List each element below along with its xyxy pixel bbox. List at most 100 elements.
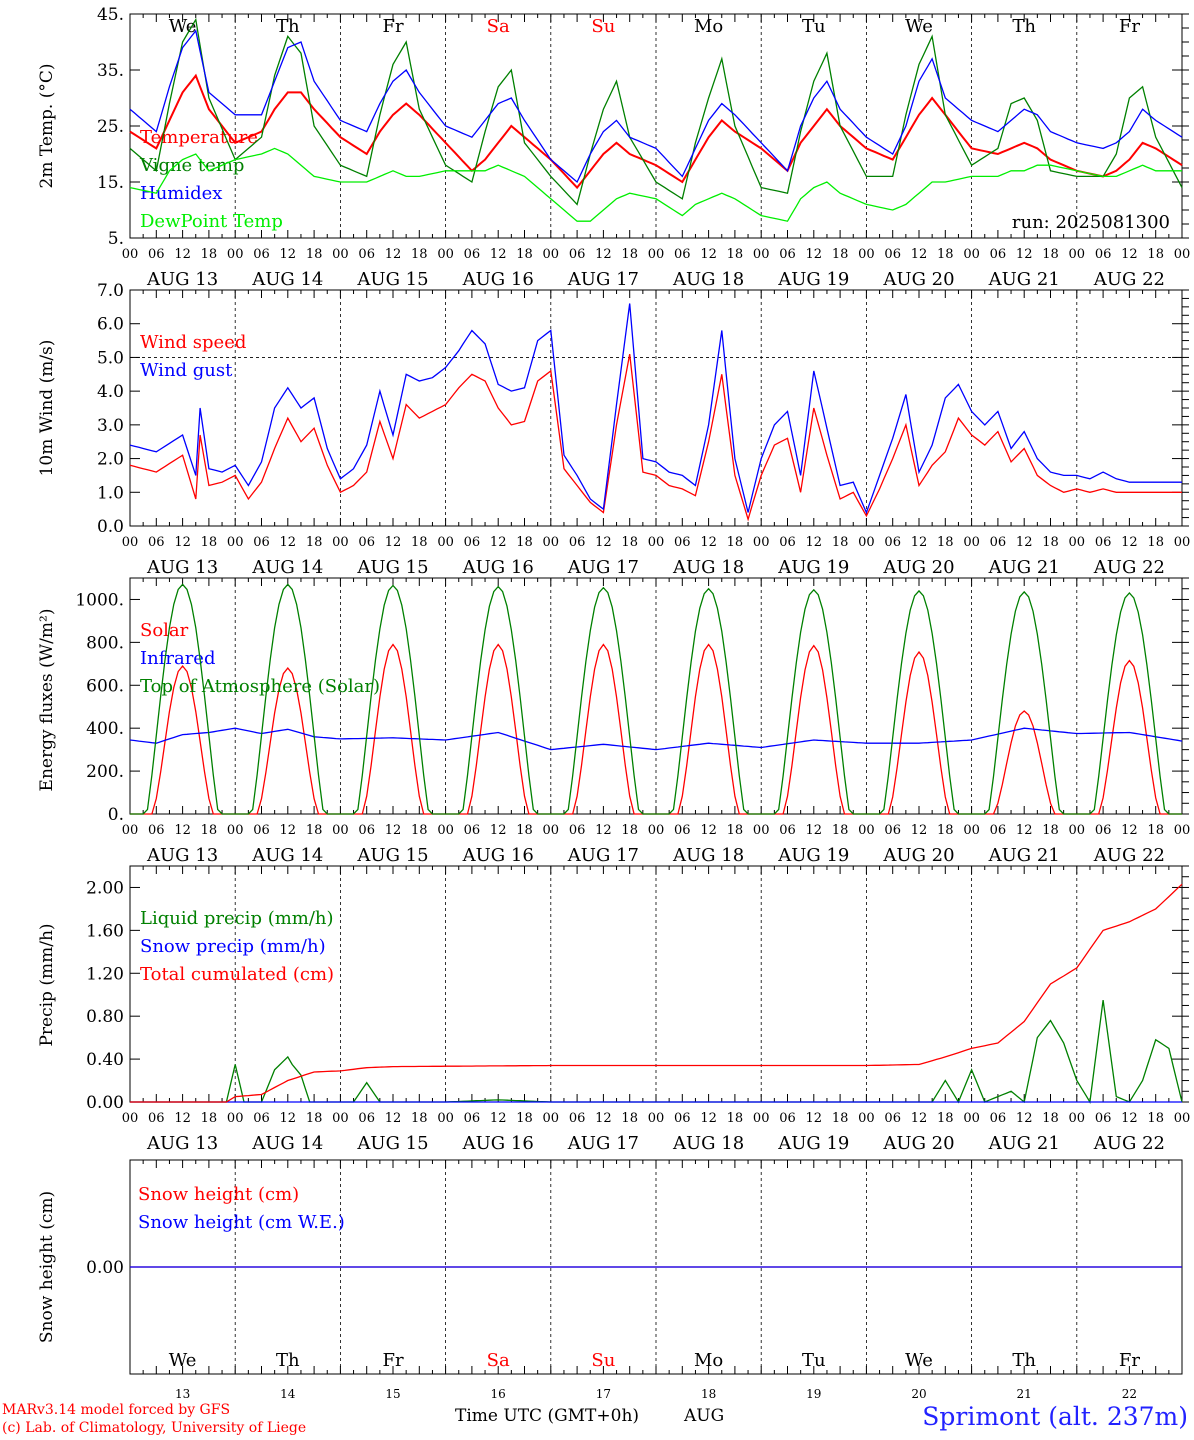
hour-label: 18: [306, 1111, 323, 1126]
hour-label: 18: [1147, 1111, 1164, 1126]
hour-label: 12: [490, 823, 507, 838]
weekday-label: We: [169, 1350, 197, 1371]
hour-label: 00: [227, 823, 244, 838]
y-axis-label: 2m Temp. (°C): [37, 63, 57, 188]
series-line-liquid-precip-mm-h: [130, 1000, 1183, 1104]
hour-label: 18: [621, 535, 638, 550]
date-label: AUG 17: [567, 845, 639, 866]
series-line-top-of-atmosphere-solar: [130, 583, 1182, 815]
hour-label: 06: [990, 1111, 1007, 1126]
day-number-label: 19: [806, 1387, 821, 1401]
hour-label: 18: [727, 823, 744, 838]
y-tick-label: 0.40: [86, 1050, 124, 1070]
hour-label: 06: [884, 535, 901, 550]
hour-label: 12: [385, 247, 402, 262]
legend-entry: Solar: [140, 620, 189, 641]
date-label: AUG 13: [146, 557, 218, 578]
hour-label: 18: [937, 247, 954, 262]
y-tick-label: 1.20: [86, 964, 124, 984]
legend-entry: Top of Atmosphere (Solar): [140, 676, 380, 697]
hour-label: 18: [411, 247, 428, 262]
hour-label: 00: [543, 1111, 560, 1126]
hour-label: 00: [1069, 1111, 1086, 1126]
hour-label: 00: [1069, 535, 1086, 550]
hour-label: 18: [937, 823, 954, 838]
hour-label: 06: [253, 247, 270, 262]
hour-label: 00: [1069, 823, 1086, 838]
date-label: AUG 19: [777, 1133, 849, 1154]
hour-label: 12: [490, 535, 507, 550]
date-label: AUG 15: [356, 1133, 428, 1154]
hour-label: 18: [621, 247, 638, 262]
day-number-label: 16: [491, 1387, 506, 1401]
hour-label: 18: [201, 247, 218, 262]
hour-label: 00: [648, 1111, 665, 1126]
weekday-label: Th: [1012, 1350, 1036, 1371]
weekday-label: Fr: [382, 1350, 403, 1371]
weekday-label: Sa: [487, 16, 510, 37]
hour-label: 12: [806, 1111, 823, 1126]
hour-label: 06: [674, 247, 691, 262]
y-tick-label: 5.0: [97, 348, 124, 368]
y-tick-label: 2.00: [86, 878, 124, 898]
run-label: run: 2025081300: [1012, 212, 1170, 233]
y-tick-label: 0.00: [86, 1093, 124, 1113]
hour-label: 00: [122, 823, 139, 838]
hour-label: 06: [779, 823, 796, 838]
hour-label: 18: [1147, 247, 1164, 262]
hour-label: 00: [122, 535, 139, 550]
hour-label: 00: [753, 1111, 770, 1126]
hour-label: 00: [963, 1111, 980, 1126]
series-line-humidex: [129, 29, 1183, 184]
hour-label: 06: [148, 823, 165, 838]
series-line-total-cumulated-cm: [130, 883, 1183, 1103]
hour-label: 00: [753, 247, 770, 262]
legend-entry: Total cumulated (cm): [140, 964, 334, 985]
hour-label: 06: [990, 247, 1007, 262]
hour-label: 06: [253, 1111, 270, 1126]
hour-label: 12: [280, 247, 297, 262]
hour-label: 06: [674, 535, 691, 550]
y-tick-label: 0.: [108, 805, 124, 825]
time-axis-month: AUG: [684, 1406, 725, 1426]
legend-entry: Vigne temp: [139, 155, 244, 176]
y-tick-label: 7.0: [97, 281, 124, 301]
hour-label: 00: [963, 535, 980, 550]
hour-label: 12: [1016, 1111, 1033, 1126]
hour-label: 06: [990, 823, 1007, 838]
series-line-wind-speed: [129, 353, 1182, 522]
hour-label: 00: [543, 247, 560, 262]
date-label: AUG 21: [988, 269, 1060, 290]
weekday-label: Mo: [694, 16, 723, 37]
weekday-label: Th: [276, 16, 300, 37]
hour-label: 18: [1042, 535, 1059, 550]
hour-label: 18: [1147, 535, 1164, 550]
date-label: AUG 21: [988, 557, 1060, 578]
y-axis-label: Energy fluxes (W/m²): [37, 609, 57, 792]
date-label: AUG 16: [462, 557, 534, 578]
weekday-label: Tu: [802, 16, 826, 37]
hour-label: 12: [595, 823, 612, 838]
hour-label: 06: [148, 535, 165, 550]
series-line-infrared: [129, 727, 1183, 751]
y-tick-label: 1000.: [75, 590, 124, 610]
hour-label: 18: [306, 247, 323, 262]
date-label: AUG 13: [146, 1133, 218, 1154]
hour-label: 00: [648, 535, 665, 550]
y-tick-label: 4.0: [97, 382, 124, 402]
hour-label: 12: [385, 1111, 402, 1126]
hour-label: 12: [911, 1111, 928, 1126]
date-label: AUG 18: [672, 1133, 744, 1154]
hour-label: 18: [306, 535, 323, 550]
date-label: AUG 20: [882, 269, 954, 290]
snow-height-panel: 0.00 Snow height (cm) We 13 Th 14 Fr 15 Sa 16 Su 17…: [37, 1159, 1183, 1401]
weekday-label: Fr: [1119, 16, 1140, 37]
hour-label: 06: [884, 247, 901, 262]
hour-label: 00: [753, 535, 770, 550]
hour-label: 18: [832, 247, 849, 262]
hour-label: 12: [911, 247, 928, 262]
date-label: AUG 18: [672, 269, 744, 290]
hour-label: 00: [227, 1111, 244, 1126]
date-label: AUG 13: [146, 845, 218, 866]
legend-entry: Infrared: [140, 648, 215, 669]
